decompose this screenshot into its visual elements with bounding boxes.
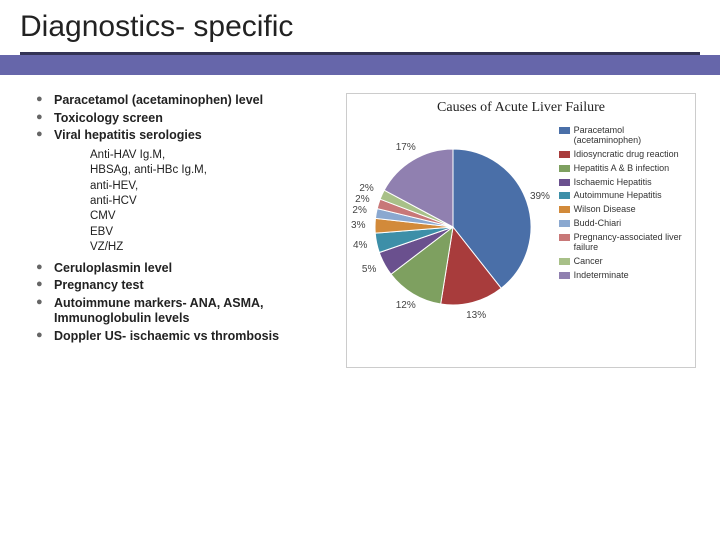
list-item: Pregnancy test: [36, 278, 336, 294]
sub-item: anti-HCV: [90, 194, 336, 208]
legend-label: Paracetamol (acetaminophen): [574, 126, 687, 146]
sub-item: VZ/HZ: [90, 240, 336, 254]
pie-area: 39%13%12%5%4%3%2%2%2%17%: [355, 120, 553, 350]
sub-item: CMV: [90, 209, 336, 223]
legend-swatch: [559, 220, 570, 227]
page-title: Diagnostics- specific: [20, 10, 700, 44]
slice-label: 17%: [396, 142, 416, 153]
legend-swatch: [559, 127, 570, 134]
slice-label: 5%: [362, 264, 376, 275]
chart-body: 39%13%12%5%4%3%2%2%2%17% Paracetamol (ac…: [355, 120, 687, 350]
slide: Diagnostics- specific Paracetamol (aceta…: [0, 0, 720, 540]
legend-swatch: [559, 165, 570, 172]
sub-item: anti-HEV,: [90, 179, 336, 193]
legend-item: Ischaemic Hepatitis: [559, 178, 687, 188]
slice-label: 13%: [466, 310, 486, 321]
list-item: Paracetamol (acetaminophen) level: [36, 93, 336, 109]
legend-item: Cancer: [559, 257, 687, 267]
legend-swatch: [559, 206, 570, 213]
chart-card: Causes of Acute Liver Failure 39% 13% 12% 5…: [346, 93, 696, 368]
slice-label: 39%: [530, 191, 550, 202]
slice-label: 2%: [355, 194, 369, 205]
slice-label: 2%: [352, 205, 366, 216]
accent-bar: [0, 55, 720, 75]
legend-label: Hepatitis A & B infection: [574, 164, 670, 174]
right-column: Causes of Acute Liver Failure 39% 13% 12% 5…: [346, 93, 696, 368]
legend-label: Budd-Chiari: [574, 219, 622, 229]
legend-item: Idiosyncratic drug reaction: [559, 150, 687, 160]
sub-item: Anti-HAV Ig.M,: [90, 148, 336, 162]
list-item: Viral hepatitis serologies: [36, 128, 336, 144]
bullet-list-bottom: Ceruloplasmin level Pregnancy test Autoi…: [36, 261, 336, 345]
legend-label: Indeterminate: [574, 271, 629, 281]
list-item: Doppler US- ischaemic vs thrombosis: [36, 329, 336, 345]
legend-label: Pregnancy-associated liver failure: [574, 233, 687, 253]
bullet-list-top: Paracetamol (acetaminophen) level Toxico…: [36, 93, 336, 144]
legend-item: Pregnancy-associated liver failure: [559, 233, 687, 253]
list-item: Ceruloplasmin level: [36, 261, 336, 277]
legend-swatch: [559, 234, 570, 241]
legend-item: Indeterminate: [559, 271, 687, 281]
slice-label: 2%: [359, 183, 373, 194]
legend-item: Wilson Disease: [559, 205, 687, 215]
legend-label: Ischaemic Hepatitis: [574, 178, 652, 188]
list-item: Toxicology screen: [36, 111, 336, 127]
list-item: Autoimmune markers- ANA, ASMA, Immunoglo…: [36, 296, 336, 327]
title-area: Diagnostics- specific: [0, 0, 720, 50]
pie-chart: [363, 132, 543, 312]
serologies-sublist: Anti-HAV Ig.M, HBSAg, anti-HBc Ig.M, ant…: [90, 148, 336, 255]
legend-label: Autoimmune Hepatitis: [574, 191, 662, 201]
slice-label: 3%: [351, 220, 365, 231]
left-column: Paracetamol (acetaminophen) level Toxico…: [36, 93, 336, 368]
legend-item: Budd-Chiari: [559, 219, 687, 229]
legend-label: Wilson Disease: [574, 205, 636, 215]
legend-item: Hepatitis A & B infection: [559, 164, 687, 174]
legend-swatch: [559, 179, 570, 186]
legend-swatch: [559, 151, 570, 158]
legend-swatch: [559, 192, 570, 199]
legend-label: Idiosyncratic drug reaction: [574, 150, 679, 160]
legend-item: Paracetamol (acetaminophen): [559, 126, 687, 146]
legend-label: Cancer: [574, 257, 603, 267]
sub-item: EBV: [90, 225, 336, 239]
legend-swatch: [559, 272, 570, 279]
legend-item: Autoimmune Hepatitis: [559, 191, 687, 201]
sub-item: HBSAg, anti-HBc Ig.M,: [90, 163, 336, 177]
slice-label: 4%: [353, 240, 367, 251]
slice-label: 12%: [396, 300, 416, 311]
chart-legend: Paracetamol (acetaminophen) Idiosyncratic…: [559, 120, 687, 350]
chart-title: Causes of Acute Liver Failure: [355, 100, 687, 116]
content-area: Paracetamol (acetaminophen) level Toxico…: [0, 75, 720, 368]
legend-swatch: [559, 258, 570, 265]
